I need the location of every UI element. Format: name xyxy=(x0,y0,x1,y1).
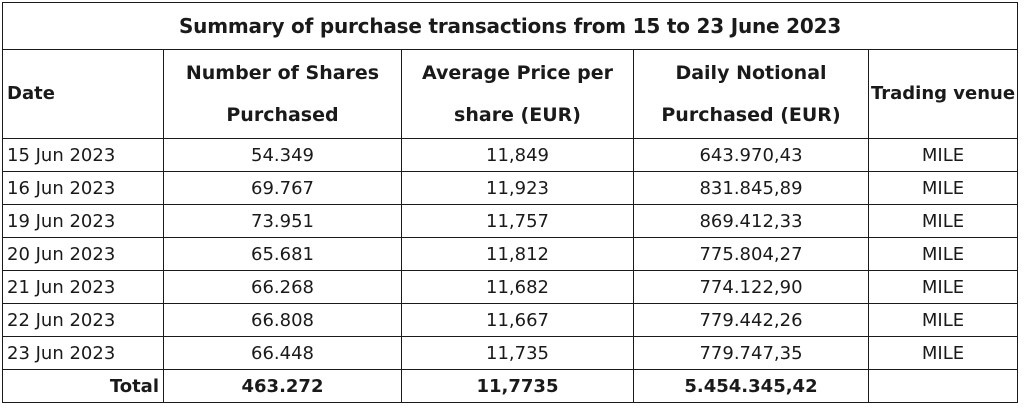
cell-venue: MILE xyxy=(867,270,1019,304)
cell-venue: MILE xyxy=(867,171,1019,205)
header-row: Date Number of Shares Purchased Average … xyxy=(2,49,1019,139)
cell-avg-price: 11,812 xyxy=(401,237,634,271)
cell-venue: MILE xyxy=(867,303,1019,337)
table-row: 23 Jun 2023 66.448 11,735 779.747,35 MILE xyxy=(2,336,1019,370)
table-row: 20 Jun 2023 65.681 11,812 775.804,27 MILE xyxy=(2,237,1019,271)
total-notional: 5.454.345,42 xyxy=(633,369,869,403)
total-label: Total xyxy=(2,369,164,403)
table-row: 19 Jun 2023 73.951 11,757 869.412,33 MILE xyxy=(2,204,1019,238)
cell-avg-price: 11,849 xyxy=(401,138,634,172)
cell-date: 21 Jun 2023 xyxy=(2,270,164,304)
cell-avg-price: 11,757 xyxy=(401,204,634,238)
total-shares: 463.272 xyxy=(163,369,402,403)
purchase-summary-table: Summary of purchase transactions from 15… xyxy=(1,2,1019,403)
cell-avg-price: 11,923 xyxy=(401,171,634,205)
total-avg-price: 11,7735 xyxy=(401,369,634,403)
cell-date: 22 Jun 2023 xyxy=(2,303,164,337)
header-daily-notional: Daily Notional Purchased (EUR) xyxy=(633,49,869,139)
cell-venue: MILE xyxy=(867,204,1019,238)
cell-avg-price: 11,667 xyxy=(401,303,634,337)
total-venue xyxy=(867,369,1019,403)
cell-date: 16 Jun 2023 xyxy=(2,171,164,205)
header-date: Date xyxy=(2,49,164,139)
table-title: Summary of purchase transactions from 15… xyxy=(1,2,1019,50)
cell-date: 20 Jun 2023 xyxy=(2,237,164,271)
table-row: 21 Jun 2023 66.268 11,682 774.122,90 MILE xyxy=(2,270,1019,304)
cell-notional: 831.845,89 xyxy=(633,171,869,205)
table-row: 16 Jun 2023 69.767 11,923 831.845,89 MILE xyxy=(2,171,1019,205)
cell-shares: 66.268 xyxy=(163,270,402,304)
summary-table-container: Summary of purchase transactions from 15… xyxy=(1,2,1019,403)
title-row: Summary of purchase transactions from 15… xyxy=(1,2,1019,50)
cell-venue: MILE xyxy=(867,237,1019,271)
cell-notional: 779.747,35 xyxy=(633,336,869,370)
table-row: 15 Jun 2023 54.349 11,849 643.970,43 MILE xyxy=(2,138,1019,172)
total-row: Total 463.272 11,7735 5.454.345,42 xyxy=(2,369,1019,403)
cell-venue: MILE xyxy=(867,138,1019,172)
cell-avg-price: 11,682 xyxy=(401,270,634,304)
header-trading-venue: Trading venue xyxy=(867,49,1019,139)
cell-shares: 69.767 xyxy=(163,171,402,205)
cell-notional: 775.804,27 xyxy=(633,237,869,271)
cell-notional: 779.442,26 xyxy=(633,303,869,337)
cell-notional: 774.122,90 xyxy=(633,270,869,304)
header-shares-purchased: Number of Shares Purchased xyxy=(163,49,402,139)
cell-date: 23 Jun 2023 xyxy=(2,336,164,370)
cell-notional: 869.412,33 xyxy=(633,204,869,238)
cell-avg-price: 11,735 xyxy=(401,336,634,370)
cell-venue: MILE xyxy=(867,336,1019,370)
cell-notional: 643.970,43 xyxy=(633,138,869,172)
cell-shares: 66.808 xyxy=(163,303,402,337)
cell-date: 19 Jun 2023 xyxy=(2,204,164,238)
cell-shares: 54.349 xyxy=(163,138,402,172)
cell-shares: 66.448 xyxy=(163,336,402,370)
cell-shares: 73.951 xyxy=(163,204,402,238)
cell-date: 15 Jun 2023 xyxy=(2,138,164,172)
table-row: 22 Jun 2023 66.808 11,667 779.442,26 MILE xyxy=(2,303,1019,337)
header-average-price: Average Price per share (EUR) xyxy=(401,49,634,139)
cell-shares: 65.681 xyxy=(163,237,402,271)
